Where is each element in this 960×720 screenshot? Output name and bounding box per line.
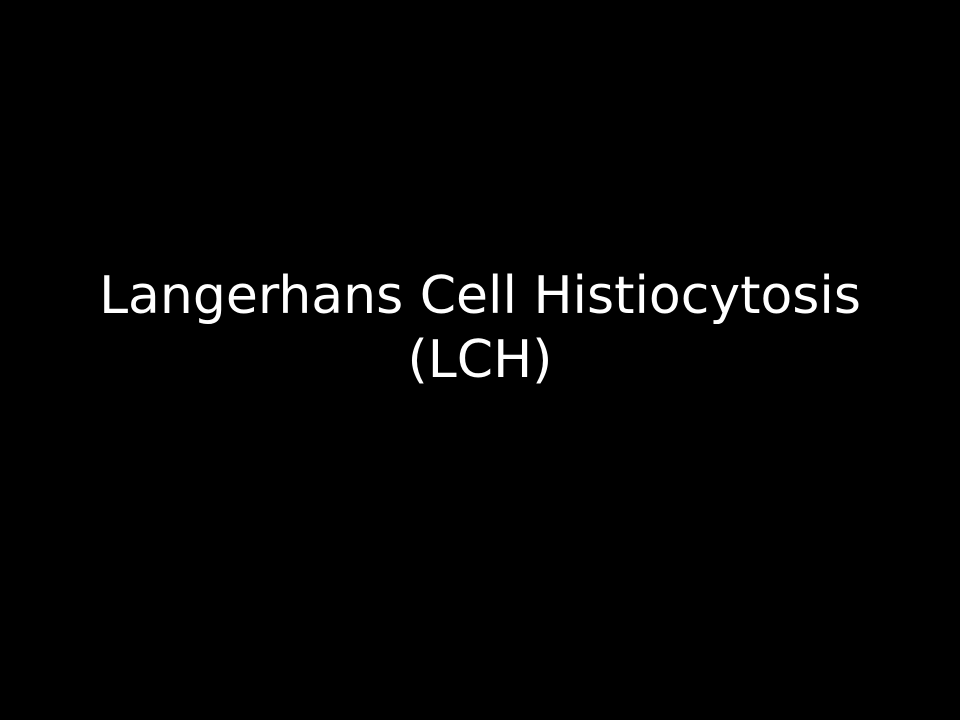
slide-title: Langerhans Cell Histiocytosis (LCH) bbox=[0, 264, 960, 392]
slide-title-line-1: Langerhans Cell Histiocytosis bbox=[99, 266, 861, 326]
slide-title-line-2: (LCH) bbox=[407, 330, 553, 390]
